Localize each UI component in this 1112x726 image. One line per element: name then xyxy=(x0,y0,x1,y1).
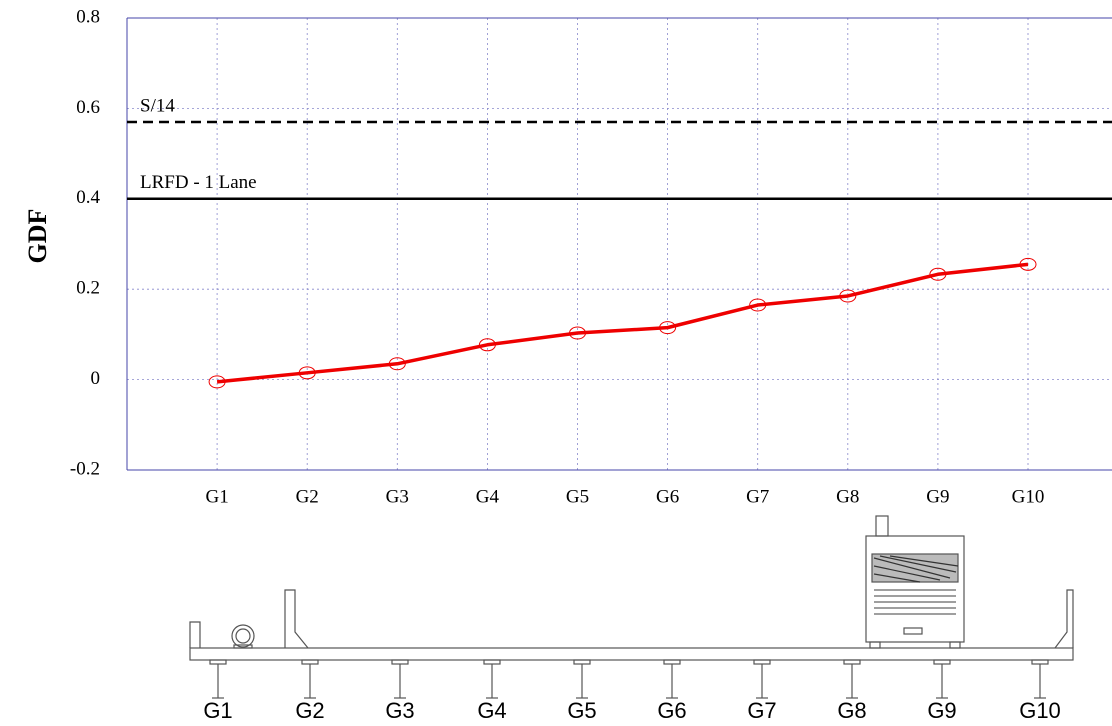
girder-label: G3 xyxy=(385,698,414,723)
x-tick-label: G10 xyxy=(1012,486,1045,507)
barrier xyxy=(284,589,309,649)
girder-label: G7 xyxy=(747,698,776,723)
truck xyxy=(865,515,965,649)
girder-label: G9 xyxy=(927,698,956,723)
girder-label: G2 xyxy=(295,698,324,723)
girder-label: G10 xyxy=(1019,698,1061,723)
x-tick-label: G1 xyxy=(205,486,228,507)
wheel xyxy=(231,624,255,648)
girder-label: G8 xyxy=(837,698,866,723)
data-point xyxy=(659,321,677,335)
y-axis-label: GDF xyxy=(23,209,52,264)
x-tick-label: G2 xyxy=(296,486,319,507)
data-line xyxy=(216,262,1029,384)
girder-flange xyxy=(843,659,861,665)
y-tick-label: 0.4 xyxy=(76,187,100,208)
girder-label: G4 xyxy=(477,698,506,723)
girder-flange xyxy=(391,659,409,665)
data-point xyxy=(298,366,316,380)
data-point xyxy=(929,267,947,281)
y-tick-label: 0.6 xyxy=(76,97,100,118)
girder-flange xyxy=(1031,659,1049,665)
girder-flange xyxy=(753,659,771,665)
reference-label: LRFD - 1 Lane xyxy=(140,172,257,193)
y-tick-label: -0.2 xyxy=(70,458,100,479)
girder-label: G5 xyxy=(567,698,596,723)
data-point xyxy=(388,357,406,371)
x-tick-label: G4 xyxy=(476,486,500,507)
girder-flange xyxy=(301,659,319,665)
girder-flange xyxy=(483,659,501,665)
deck-slab xyxy=(189,647,1074,661)
wheel xyxy=(235,628,251,644)
data-point xyxy=(208,375,226,389)
reference-label: S/14 xyxy=(140,95,175,116)
y-tick-label: 0.2 xyxy=(76,278,100,299)
bridge-cross-section: G1 G2 G3 G4 G5 G6 G7 G8 G9 G10 xyxy=(189,515,1074,723)
right-barrier xyxy=(1054,589,1074,649)
y-tick-label: 0.8 xyxy=(76,6,100,27)
girder-flange xyxy=(573,659,591,665)
x-tick-label: G5 xyxy=(566,486,589,507)
girder-flange xyxy=(933,659,951,665)
data-point xyxy=(1019,257,1037,271)
x-tick-label: G3 xyxy=(386,486,409,507)
x-tick-label: G7 xyxy=(746,486,769,507)
x-tick-label: G6 xyxy=(656,486,679,507)
x-tick-label: G9 xyxy=(926,486,949,507)
plot-area: -0.2 0 0.2 0.4 0.6 0.8 G1 G2 G3 G4 G5 G6 G7 G8 G9 G10 S/… xyxy=(70,6,1112,507)
left-parapet xyxy=(189,621,201,648)
girder-flange xyxy=(663,659,681,665)
data-point xyxy=(749,298,767,312)
y-tick-label: 0 xyxy=(91,368,101,389)
data-point xyxy=(478,338,496,352)
girder-label: G6 xyxy=(657,698,686,723)
data-point xyxy=(839,289,857,303)
girder-flange xyxy=(209,659,227,665)
girder-label: G1 xyxy=(203,698,232,723)
data-point xyxy=(569,326,586,340)
x-tick-label: G8 xyxy=(836,486,859,507)
wheel-base xyxy=(233,644,253,649)
